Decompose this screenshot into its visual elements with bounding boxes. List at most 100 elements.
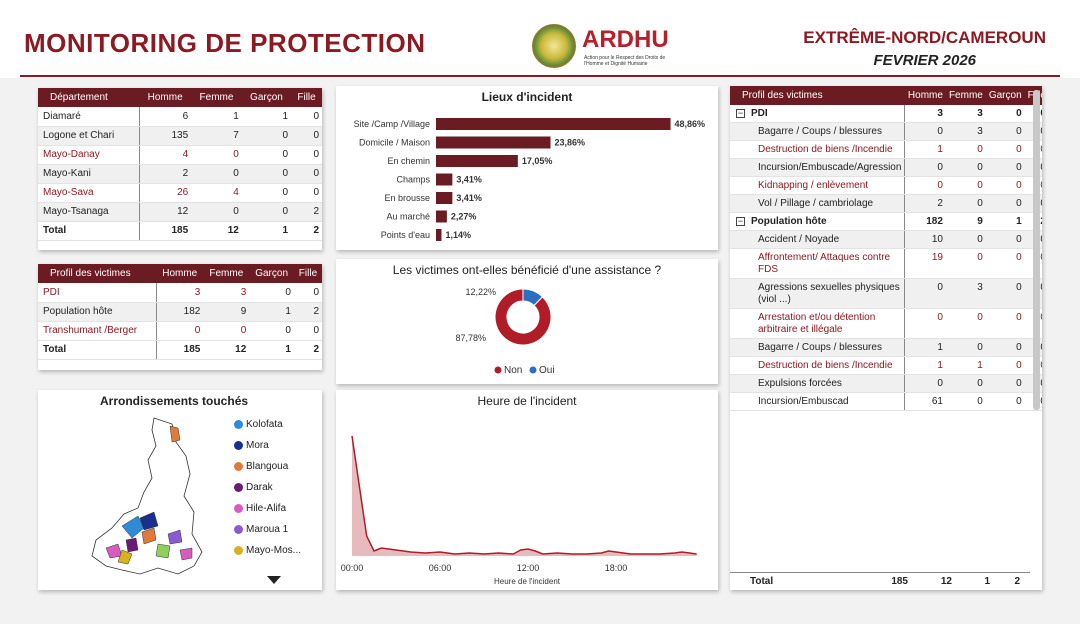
table-row[interactable]: Agressions sexuelles physiques (viol ...… <box>730 278 1042 309</box>
table-row[interactable]: Population hôte 182 9 1 2 <box>38 302 322 322</box>
heure-area-chart[interactable]: 00:00 06:00 12:00 18:00 Heure de l'incident <box>336 390 718 590</box>
assistance-donut-chart[interactable]: 12,22% 87,78% Non Oui <box>336 259 718 384</box>
collapse-icon[interactable]: − <box>736 216 745 226</box>
cell-value: 0 <box>985 248 1025 279</box>
category-name: Incursion/Embuscade/Agression <box>730 158 906 177</box>
map-region-mora <box>139 511 159 531</box>
table-row[interactable]: Kidnapping / enlèvement0000 <box>730 176 1042 195</box>
total-value: 12 <box>203 339 250 360</box>
map-legend-item[interactable]: Maroua 1 <box>234 519 301 540</box>
cell-value: 0 <box>985 230 1025 249</box>
cell-value: 1 <box>241 107 292 127</box>
col-femme[interactable]: Femme <box>203 264 250 283</box>
profile-name: Population hôte <box>38 302 157 322</box>
map-legend: Kolofata Mora Blangoua Darak Hile-Alifa Marou… <box>234 414 301 561</box>
cell-value: 0 <box>985 122 1025 141</box>
vertical-scrollbar[interactable] <box>1033 90 1040 410</box>
legend-label: Hile-Alifa <box>246 503 287 514</box>
col-garcon[interactable]: Garçon <box>241 88 292 107</box>
cell-value: 0 <box>945 158 986 177</box>
col-garcon[interactable]: Garçon <box>249 264 294 283</box>
legend-scroll-down-icon[interactable] <box>267 576 281 584</box>
table-row[interactable]: Diamaré 6 1 1 0 <box>38 107 322 127</box>
map-legend-item[interactable]: Mora <box>234 435 301 456</box>
col-femme[interactable]: Femme <box>945 86 986 105</box>
bar-category-label: En chemin <box>387 156 430 166</box>
table-row[interactable]: Mayo-Kani 2 0 0 0 <box>38 164 322 184</box>
total-fille: 2 <box>1014 576 1020 587</box>
cell-value: 0 <box>985 176 1025 195</box>
cell-value: 1 <box>945 356 986 375</box>
col-homme[interactable]: Homme <box>139 88 192 107</box>
map-legend-item[interactable]: Blangoua <box>234 456 301 477</box>
table-row[interactable]: Logone et Chari 135 7 0 0 <box>38 126 322 146</box>
col-fille[interactable]: Fille <box>293 264 322 283</box>
legend-label: Mora <box>246 440 269 451</box>
donut-slice-non[interactable] <box>494 288 552 346</box>
table-row[interactable]: Destruction de biens /Incendie1000 <box>730 140 1042 159</box>
table-row[interactable]: Incursion/Embuscade/Agression0000 <box>730 158 1042 177</box>
bar-mark[interactable] <box>436 155 518 167</box>
table-row[interactable]: Mayo-Danay 4 0 0 0 <box>38 145 322 165</box>
bar-mark[interactable] <box>436 173 453 186</box>
group-name[interactable]: − Population hôte <box>730 212 906 231</box>
table-row[interactable]: Destruction de biens /Incendie1100 <box>730 356 1042 375</box>
col-fille[interactable]: Fille <box>291 88 322 107</box>
col-homme[interactable]: Homme <box>904 86 946 105</box>
map-legend-item[interactable]: Hile-Alifa <box>234 498 301 519</box>
map-legend-item[interactable]: Darak <box>234 477 301 498</box>
cell-value: 0 <box>945 392 986 411</box>
table-row[interactable]: Vol / Pillage / cambriolage2000 <box>730 194 1042 213</box>
table-row[interactable]: Accident / Noyade10000 <box>730 230 1042 249</box>
bar-mark[interactable] <box>436 136 551 149</box>
category-name: Bagarre / Coups / blessures <box>730 338 906 357</box>
table-row[interactable]: Arrestation et/ou détention arbitraire e… <box>730 308 1042 339</box>
bar-mark[interactable] <box>436 210 447 223</box>
department-name: Logone et Chari <box>38 126 140 146</box>
col-profil[interactable]: Profil des victimes <box>38 264 157 283</box>
table-row[interactable]: Bagarre / Coups / blessures0300 <box>730 122 1042 141</box>
table-row[interactable]: Incursion/Embuscad61000 <box>730 392 1042 411</box>
collapse-icon[interactable]: − <box>736 108 745 118</box>
cell-value: 0 <box>291 183 322 203</box>
total-value: 185 <box>156 339 204 360</box>
cameroon-map[interactable] <box>82 416 212 586</box>
table-row[interactable]: Mayo-Tsanaga 12 0 0 2 <box>38 202 322 222</box>
bar-data-label: 2,27% <box>451 212 477 222</box>
legend-label-oui[interactable]: Oui <box>539 365 555 376</box>
col-garcon[interactable]: Garçon <box>985 86 1025 105</box>
table-row[interactable]: Affrontement/ Attaques contre FDS19000 <box>730 248 1042 279</box>
col-homme[interactable]: Homme <box>156 264 204 283</box>
table-row[interactable]: Mayo-Sava 26 4 0 0 <box>38 183 322 203</box>
table-row[interactable]: Transhumant /Berger 0 0 0 0 <box>38 321 322 341</box>
legend-dot-icon <box>494 366 502 374</box>
col-femme[interactable]: Femme <box>191 88 242 107</box>
table-row[interactable]: PDI 3 3 0 0 <box>38 283 322 303</box>
bar-mark[interactable] <box>436 229 442 241</box>
area-line[interactable] <box>351 435 697 555</box>
category-name: Destruction de biens /Incendie <box>730 356 906 375</box>
bar-category-label: En brousse <box>384 193 430 203</box>
col-department[interactable]: Département <box>38 88 140 107</box>
cell-value: 0 <box>293 283 322 303</box>
col-profil[interactable]: Profil des victimes <box>730 86 905 105</box>
map-legend-item[interactable]: Mayo-Mos... <box>234 540 301 561</box>
legend-dot-icon <box>234 420 243 429</box>
category-name: Agressions sexuelles physiques (viol ...… <box>730 278 906 309</box>
table-row[interactable]: Bagarre / Coups / blessures1000 <box>730 338 1042 357</box>
lieux-chart-panel: Lieux d'incident Site /Camp /Village 48,8… <box>336 86 718 250</box>
group-name[interactable]: − PDI <box>730 105 906 123</box>
lieux-bar-chart[interactable]: Site /Camp /Village 48,86% Domicile / Mais… <box>336 86 718 250</box>
cell-value: 2 <box>293 302 322 322</box>
map-legend-item[interactable]: Kolofata <box>234 414 301 435</box>
map-region-extra-1 <box>141 527 157 545</box>
legend-label-non[interactable]: Non <box>504 365 522 376</box>
x-tick-label: 12:00 <box>517 563 540 573</box>
bar-mark[interactable] <box>436 118 671 130</box>
cell-value: 3 <box>203 283 250 303</box>
table-row[interactable]: Expulsions forcées0000 <box>730 374 1042 393</box>
map-region-extra-3 <box>179 547 193 561</box>
bar-mark[interactable] <box>436 192 453 204</box>
